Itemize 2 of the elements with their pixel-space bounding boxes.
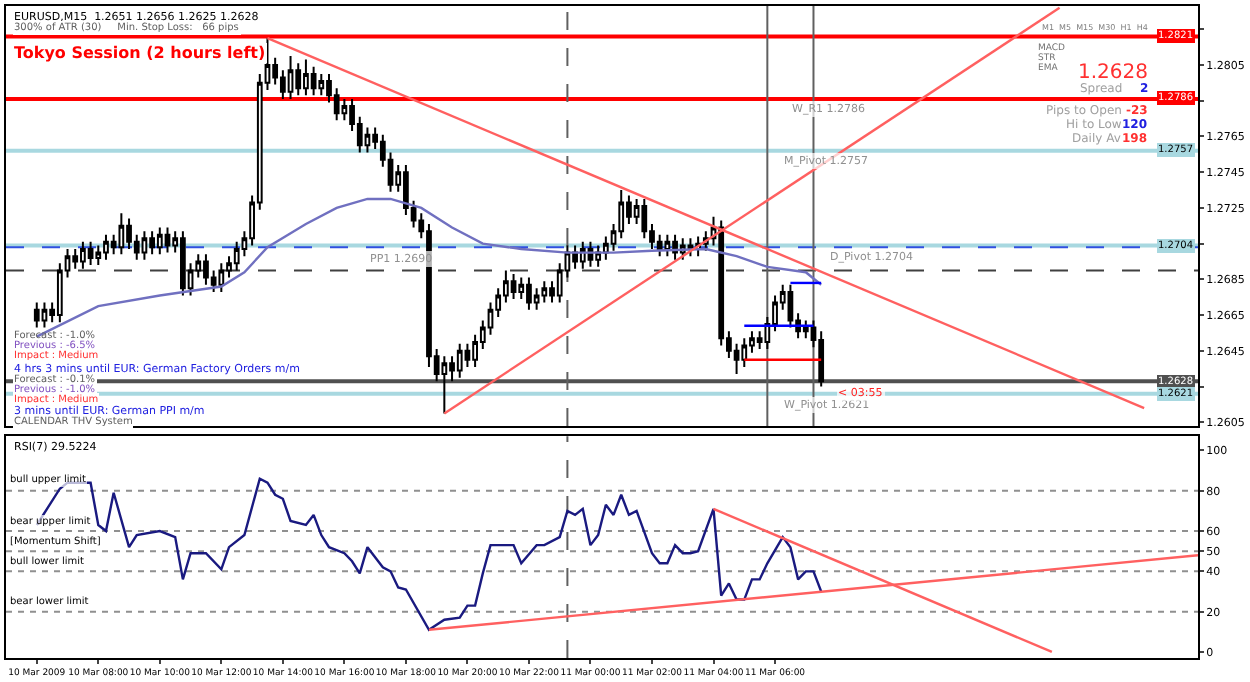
annotation: Tokyo Session (2 hours left) [14, 44, 266, 62]
annotation: 1.2628 [1078, 62, 1148, 84]
